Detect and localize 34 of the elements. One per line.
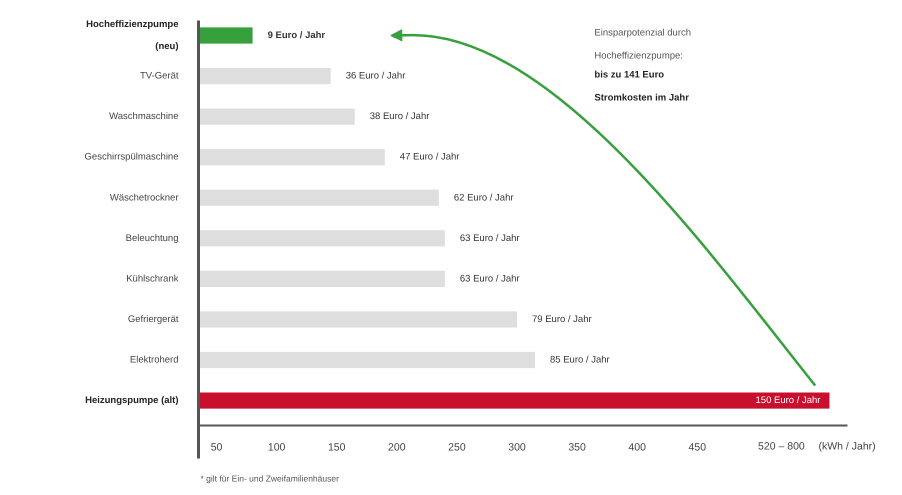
annotation: 62 Euro / Jahr bbox=[454, 192, 514, 204]
y-tick-label: Wäschetrockner bbox=[110, 192, 179, 204]
x-tick-label: 250 bbox=[448, 442, 466, 454]
y-tick-label: Heizungspumpe (alt) bbox=[85, 395, 179, 406]
x-axis-title: (kWh / Jahr) bbox=[818, 440, 876, 452]
annotation: 79 Euro / Jahr bbox=[532, 314, 592, 325]
y-tick-label: Geschirrspülmaschine bbox=[84, 152, 179, 163]
annotation: 47 Euro / Jahr bbox=[400, 152, 460, 163]
text: Einsparpotenzial durch Hocheffizienzpumpe: bbox=[594, 28, 692, 62]
y-tick-label: Waschmaschine bbox=[109, 111, 179, 122]
annotation: 85 Euro / Jahr bbox=[550, 354, 610, 366]
y-tick-label: TV-Gerät bbox=[140, 70, 179, 82]
x-tick-label: 450 bbox=[688, 442, 706, 454]
annotation: 63 Euro / Jahr bbox=[460, 232, 520, 244]
x-tick-label: 150 bbox=[328, 442, 346, 454]
annotation: 150 Euro / Jahr bbox=[756, 395, 820, 406]
x-tick-label: 520 – 800 bbox=[758, 440, 805, 452]
x-tick-label: 350 bbox=[568, 442, 586, 454]
y-tick-label: Beleuchtung bbox=[126, 232, 179, 244]
x-tick-label: 400 bbox=[628, 442, 646, 454]
x-tick-label: 50 bbox=[210, 442, 223, 454]
x-tick-label: 200 bbox=[388, 442, 406, 454]
y-tick-label: Elektroherd bbox=[130, 354, 179, 366]
x-tick-label: 100 bbox=[268, 442, 286, 454]
text: bis zu 141 Euro Stromkosten im Jahr bbox=[594, 70, 689, 104]
annotation: 9 Euro / Jahr bbox=[268, 30, 326, 42]
x-tick-label: 300 bbox=[508, 442, 526, 454]
annotation: 38 Euro / Jahr bbox=[370, 111, 430, 122]
y-tick-label: Gefriergerät bbox=[128, 314, 179, 325]
y-tick-label: Hocheffizienzpumpe (neu) bbox=[86, 19, 179, 52]
y-tick-label: Kühlschrank bbox=[126, 273, 179, 284]
annotation: 63 Euro / Jahr bbox=[460, 273, 520, 284]
text: * gilt für Ein- und Zweifamilienhäuser bbox=[200, 474, 340, 484]
annotation: 36 Euro / Jahr bbox=[346, 70, 406, 82]
